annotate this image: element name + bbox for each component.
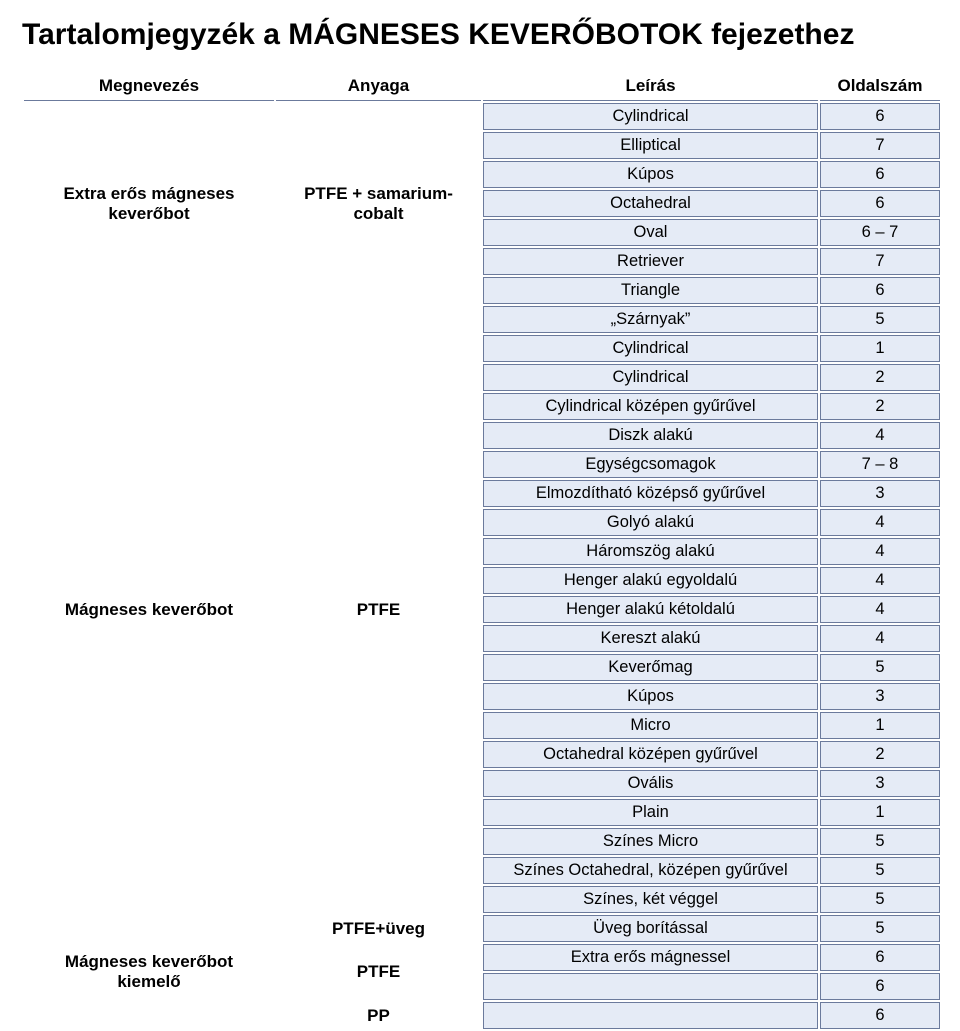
cell-oldalszam: 4	[820, 625, 940, 652]
cell-leiras: Plain	[483, 799, 818, 826]
cell-oldalszam: 6	[820, 103, 940, 130]
toc-table: Megnevezés Anyaga Leírás Oldalszám Extra…	[22, 70, 942, 1031]
cell-oldalszam: 1	[820, 335, 940, 362]
col-megnevezes: Megnevezés	[24, 72, 274, 101]
cell-leiras: Triangle	[483, 277, 818, 304]
table-row: Mágneses keverőbot kiemelőPTFEExtra erős…	[24, 944, 940, 971]
cell-leiras	[483, 973, 818, 1000]
cell-anyaga: PTFE	[276, 306, 481, 913]
cell-leiras: Színes Octahedral, középen gyűrűvel	[483, 857, 818, 884]
table-row: Extra erős mágneses keverőbotPTFE + sama…	[24, 103, 940, 130]
cell-leiras: Retriever	[483, 248, 818, 275]
cell-oldalszam: 6	[820, 973, 940, 1000]
cell-leiras: Oval	[483, 219, 818, 246]
cell-oldalszam: 7	[820, 132, 940, 159]
cell-leiras: Henger alakú egyoldalú	[483, 567, 818, 594]
cell-leiras: Kúpos	[483, 683, 818, 710]
cell-megnevezes	[24, 1002, 274, 1029]
cell-oldalszam: 2	[820, 364, 940, 391]
cell-oldalszam: 4	[820, 538, 940, 565]
cell-oldalszam: 6	[820, 1002, 940, 1029]
cell-megnevezes: Mágneses keverőbot	[24, 306, 274, 913]
cell-oldalszam: 5	[820, 306, 940, 333]
cell-anyaga: PTFE+üveg	[276, 915, 481, 942]
cell-oldalszam: 5	[820, 857, 940, 884]
cell-megnevezes	[24, 915, 274, 942]
cell-leiras: Üveg borítással	[483, 915, 818, 942]
cell-oldalszam: 7 – 8	[820, 451, 940, 478]
cell-oldalszam: 6 – 7	[820, 219, 940, 246]
col-leiras: Leírás	[483, 72, 818, 101]
cell-oldalszam: 6	[820, 944, 940, 971]
cell-megnevezes: Extra erős mágneses keverőbot	[24, 103, 274, 304]
cell-oldalszam: 6	[820, 161, 940, 188]
cell-oldalszam: 3	[820, 683, 940, 710]
col-anyaga: Anyaga	[276, 72, 481, 101]
cell-leiras	[483, 1002, 818, 1029]
cell-oldalszam: 5	[820, 828, 940, 855]
cell-leiras: Színes Micro	[483, 828, 818, 855]
cell-leiras: Henger alakú kétoldalú	[483, 596, 818, 623]
table-header-row: Megnevezés Anyaga Leírás Oldalszám	[24, 72, 940, 101]
cell-oldalszam: 4	[820, 596, 940, 623]
cell-oldalszam: 7	[820, 248, 940, 275]
cell-oldalszam: 6	[820, 277, 940, 304]
cell-leiras: Kereszt alakú	[483, 625, 818, 652]
cell-leiras: Micro	[483, 712, 818, 739]
cell-leiras: Octahedral	[483, 190, 818, 217]
cell-leiras: Golyó alakú	[483, 509, 818, 536]
cell-leiras: Cylindrical	[483, 364, 818, 391]
cell-oldalszam: 1	[820, 712, 940, 739]
cell-oldalszam: 6	[820, 190, 940, 217]
cell-leiras: Extra erős mágnessel	[483, 944, 818, 971]
cell-oldalszam: 4	[820, 509, 940, 536]
cell-oldalszam: 2	[820, 741, 940, 768]
cell-leiras: Elmozdítható középső gyűrűvel	[483, 480, 818, 507]
table-row: PP 6	[24, 1002, 940, 1029]
cell-leiras: Ovális	[483, 770, 818, 797]
cell-leiras: Egységcsomagok	[483, 451, 818, 478]
cell-oldalszam: 5	[820, 915, 940, 942]
cell-leiras: Kúpos	[483, 161, 818, 188]
cell-leiras: Cylindrical középen gyűrűvel	[483, 393, 818, 420]
cell-leiras: Cylindrical	[483, 103, 818, 130]
page-title: Tartalomjegyzék a MÁGNESES KEVERŐBOTOK f…	[22, 18, 938, 52]
cell-oldalszam: 5	[820, 886, 940, 913]
cell-oldalszam: 5	[820, 654, 940, 681]
cell-anyaga: PP	[276, 1002, 481, 1029]
cell-anyaga: PTFE	[276, 944, 481, 1000]
cell-oldalszam: 3	[820, 480, 940, 507]
cell-oldalszam: 1	[820, 799, 940, 826]
cell-leiras: Háromszög alakú	[483, 538, 818, 565]
cell-leiras: Cylindrical	[483, 335, 818, 362]
cell-oldalszam: 4	[820, 422, 940, 449]
table-row: PTFE+üvegÜveg borítással5	[24, 915, 940, 942]
cell-megnevezes: Mágneses keverőbot kiemelő	[24, 944, 274, 1000]
cell-oldalszam: 2	[820, 393, 940, 420]
cell-leiras: „Szárnyak”	[483, 306, 818, 333]
cell-oldalszam: 3	[820, 770, 940, 797]
cell-leiras: Színes, két véggel	[483, 886, 818, 913]
cell-anyaga: PTFE + samarium-cobalt	[276, 103, 481, 304]
cell-leiras: Elliptical	[483, 132, 818, 159]
col-oldalszam: Oldalszám	[820, 72, 940, 101]
table-row: Mágneses keverőbotPTFE„Szárnyak”5	[24, 306, 940, 333]
cell-leiras: Octahedral középen gyűrűvel	[483, 741, 818, 768]
cell-leiras: Diszk alakú	[483, 422, 818, 449]
cell-leiras: Keverőmag	[483, 654, 818, 681]
cell-oldalszam: 4	[820, 567, 940, 594]
